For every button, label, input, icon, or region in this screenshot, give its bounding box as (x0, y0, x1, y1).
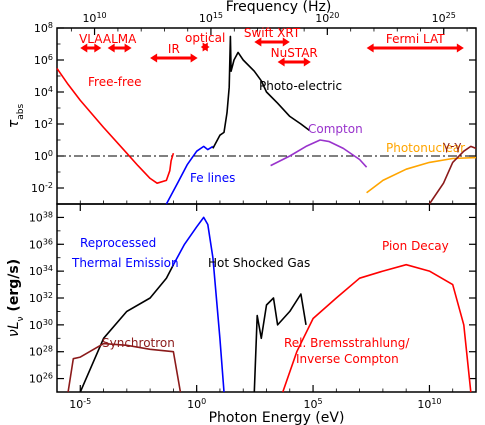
annotation-thermal-emission: Thermal Emission (71, 256, 179, 270)
band-alma-label: ALMA (103, 32, 137, 46)
bottom-y-tick-label: 1034 (29, 264, 53, 279)
band-arrowhead-right (190, 53, 198, 63)
band-arrowhead-left (277, 57, 285, 67)
top-photonuclear-curve (366, 156, 477, 194)
top-y-tick-label: 104 (34, 85, 53, 100)
label-photonuclear: Photonuclear (386, 141, 465, 155)
bottom-y-tick-label: 1038 (29, 210, 53, 225)
bottom-hot-shocked-gas-curve (79, 264, 175, 393)
annotation-pion-decay: Pion Decay (382, 239, 449, 253)
band-arrowhead-left (254, 37, 262, 47)
bottom-synchrotron-curve (67, 342, 182, 393)
frequency-tick-label: 1015 (199, 11, 223, 26)
band-ir-label: IR (168, 42, 180, 56)
label-fe-lines: Fe lines (190, 171, 235, 185)
band-fermi-lat-label: Fermi LAT (386, 32, 445, 46)
bottom-y-tick-label: 1026 (29, 371, 53, 386)
annotation-rel-bremsstrahlung: Rel. Bremsstrahlung/ (284, 336, 410, 350)
top-y-tick-label: 10-2 (31, 181, 53, 196)
band-vla-label: VLA (79, 32, 103, 46)
label-compton: Compton (308, 122, 363, 136)
annotation-hot-shocked-gas: Hot Shocked Gas (208, 256, 310, 270)
bottom-panel-frame (56, 203, 477, 393)
top-photo-electric-curve (212, 35, 310, 149)
bottom-x-axis-label: Photon Energy (eV) (209, 410, 345, 425)
bottom-hot-shocked-gas-x-ray-curve (253, 293, 307, 393)
label--: γ-γ (443, 139, 462, 153)
bottom-x-tick-label: 10-5 (69, 397, 91, 412)
band-optical-label: optical (185, 31, 225, 45)
bottom-x-tick-label: 1010 (417, 397, 441, 412)
chart-frames (56, 27, 477, 393)
frequency-tick-label: 1020 (315, 11, 339, 26)
bottom-y-tick-label: 1036 (29, 237, 53, 252)
bottom-y-tick-label: 1032 (29, 291, 53, 306)
top-fe-lines-curve (165, 145, 214, 205)
bottom-y-axis-label: νLν (erg/s) (6, 259, 26, 337)
top-compton-curve (270, 139, 368, 168)
band-nustar-label: NuSTAR (271, 46, 318, 60)
chart-text: 1010 1015 1020 1025 Frequency (Hz) 10-2 100 102… (6, 0, 465, 425)
bottom-x-tick-label: 100 (187, 397, 206, 412)
top-y-tick-label: 100 (34, 149, 53, 164)
frequency-tick-label: 1010 (82, 11, 106, 26)
bottom-x-tick-label: 105 (304, 397, 323, 412)
annotation-inverse-compton: Inverse Compton (296, 352, 399, 366)
top-y-tick-label: 108 (34, 21, 53, 36)
top-panel-frame (56, 27, 477, 205)
annotation-reprocessed: Reprocessed (80, 236, 156, 250)
label-free-free: Free-free (88, 75, 141, 89)
top-y-tick-label: 106 (34, 53, 53, 68)
bottom-y-tick-label: 1030 (29, 317, 53, 332)
bottom-y-tick-label: 1028 (29, 344, 53, 359)
top--curve (428, 145, 477, 205)
band-arrowhead-left (107, 43, 115, 53)
bottom-reprocessed-thermal-emission-curve (172, 216, 225, 393)
band-arrowhead-right (456, 43, 464, 53)
band-arrowhead-right (282, 37, 290, 47)
band-arrowhead-right (94, 43, 102, 53)
band-arrowhead-left (80, 43, 88, 53)
top-y-axis-label: τabs (6, 104, 26, 129)
frequency-tick-label: 1025 (432, 11, 456, 26)
top-free-free-curve (56, 67, 175, 184)
band-arrowhead-right (303, 57, 311, 67)
band-arrowhead-left (366, 43, 374, 53)
top-y-tick-label: 102 (34, 117, 53, 132)
band-swift-xrt-label: Swift XRT (244, 26, 301, 40)
band-arrowhead-right (202, 42, 210, 52)
bottom-rel-bremsstrahlung-inverse-compton-curve (282, 263, 472, 393)
band-arrowhead-right (124, 43, 132, 53)
annotation-synchrotron: Synchrotron (102, 336, 175, 350)
chart-curves (56, 35, 477, 393)
band-arrowhead-left (150, 53, 158, 63)
label-photo-electric: Photo-electric (259, 79, 342, 93)
top-axis-label: Frequency (Hz) (226, 0, 332, 15)
